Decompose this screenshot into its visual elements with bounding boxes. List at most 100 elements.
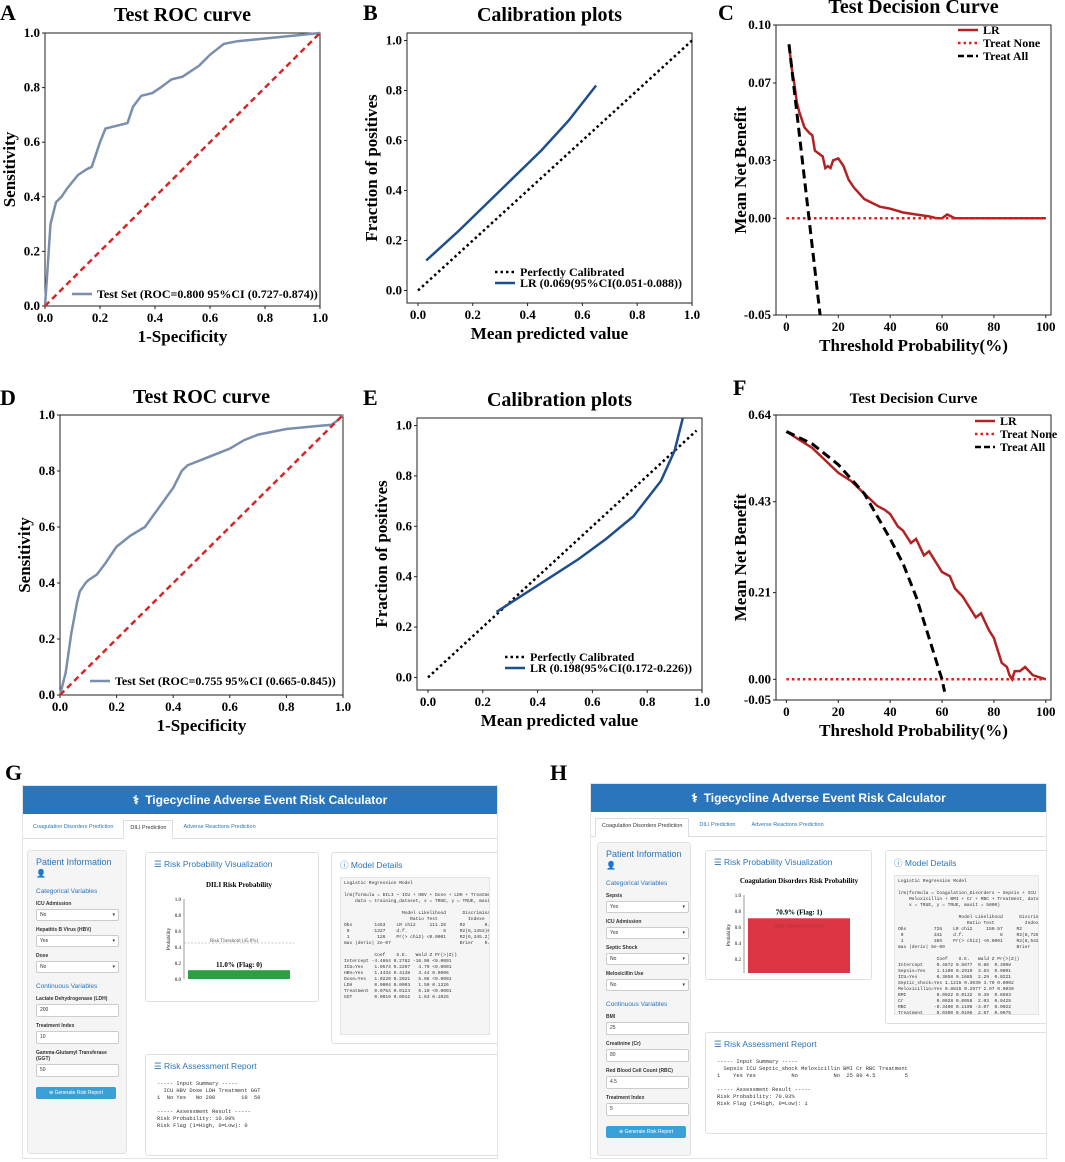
mini-y-tick: 0.0 — [175, 978, 182, 983]
select-field[interactable]: No ▾ — [606, 979, 689, 991]
viz-title-text: Risk Probability Visualization — [163, 859, 273, 869]
probability-label: 11.0% (Flag: 0) — [216, 961, 263, 969]
tab-dili[interactable]: DILI Prediction — [699, 822, 736, 828]
select-field[interactable]: No ▾ — [36, 909, 119, 921]
decision-curve-chart-c: Test Decision Curve Threshold Probability… — [731, 0, 1056, 355]
legend-entry: Treat None — [1000, 427, 1058, 441]
select-field[interactable]: No ▾ — [606, 953, 689, 965]
x-tick-label: 40 — [884, 704, 897, 719]
y-tick-label: 0.07 — [748, 75, 771, 90]
threshold-label: Risk Threshold (45.0%) — [210, 939, 258, 944]
x-axis-label: Mean predicted value — [481, 711, 639, 730]
field-label: BMI — [606, 1014, 616, 1020]
report-card: ☰ Risk Assessment Report ----- Input Sum… — [145, 1054, 497, 1156]
chevron-down-icon: ▾ — [682, 956, 685, 962]
series-line-1 — [44, 32, 321, 307]
legend-entry: Treat All — [983, 49, 1029, 63]
select-field[interactable]: No ▾ — [36, 961, 119, 973]
x-tick-label: 0.0 — [410, 307, 426, 322]
x-tick-label: 0.8 — [639, 694, 656, 709]
stethoscope-icon: ⚕ — [691, 791, 698, 805]
tab-adverse[interactable]: Adverse Reactions Prediction — [183, 824, 256, 830]
continuous-title: Continuous Variables — [36, 983, 98, 990]
tab-coagulation[interactable]: Coagulation Disorders Prediction — [595, 818, 690, 837]
chart-title: Test ROC curve — [133, 386, 270, 408]
y-tick-label: 0.6 — [386, 133, 403, 148]
field-label: Sepsis — [606, 893, 623, 899]
app-screenshot-g: ⚕ Tigecycline Adverse Event Risk Calcula… — [22, 785, 498, 1159]
x-tick-label: 0.8 — [278, 699, 295, 714]
tab-adverse[interactable]: Adverse Reactions Prediction — [751, 822, 824, 828]
chart-title: Test Decision Curve — [850, 391, 978, 407]
y-tick-label: 0.64 — [748, 407, 771, 422]
x-tick-label: 0 — [783, 704, 790, 719]
legend-entry: LR — [1000, 414, 1017, 428]
tab-bar: Coagulation Disorders Prediction DILI Pr… — [23, 820, 497, 839]
x-tick-label: 0.2 — [465, 307, 481, 322]
app-title: Tigecycline Adverse Event Risk Calculato… — [145, 793, 388, 807]
user-icon: 👤 — [606, 861, 616, 870]
mini-y-tick: 0.8 — [735, 910, 742, 915]
y-tick-label: 0.8 — [24, 80, 41, 95]
viz-card: ☰ Risk Probability Visualization DILI Ri… — [145, 852, 319, 1002]
x-tick-label: 0.2 — [108, 699, 124, 714]
viz-title: ☰ Risk Probability Visualization — [714, 857, 833, 867]
mini-y-tick: 0.4 — [735, 942, 742, 947]
select-field[interactable]: Yes ▾ — [606, 927, 689, 939]
generate-report-button[interactable]: ⊕ Generate Risk Report — [36, 1087, 116, 1099]
numeric-input[interactable]: 200 — [36, 1004, 119, 1017]
field-label: Lactate Dehydrogenase (LDH) — [36, 996, 108, 1002]
numeric-input[interactable]: 25 — [606, 1022, 689, 1035]
chevron-down-icon: ▾ — [682, 930, 685, 936]
y-tick-label: 0.0 — [39, 687, 55, 702]
sidebar-title: Patient Information — [606, 849, 682, 859]
field-label: Treatment Index — [36, 1023, 75, 1029]
numeric-input[interactable]: 5 — [606, 1103, 689, 1116]
y-axis-label: Sensitivity — [0, 131, 19, 207]
field-label: Septic Shock — [606, 945, 638, 951]
chart-title: Test ROC curve — [114, 4, 251, 26]
y-tick-label: 0.0 — [24, 298, 40, 313]
field-label: ICU Admission — [606, 919, 642, 925]
numeric-input[interactable]: 50 — [36, 1064, 119, 1077]
categorical-title: Categorical Variables — [606, 880, 668, 887]
report-title: ☰ Risk Assessment Report — [714, 1039, 817, 1049]
generate-report-button[interactable]: ⊕ Generate Risk Report — [606, 1126, 686, 1138]
select-field[interactable]: Yes ▾ — [606, 901, 689, 913]
roc-chart-a: Test ROC curve 1-Specificity Sensitivity 0.… — [0, 4, 328, 346]
viz-title-text: Risk Probability Visualization — [723, 857, 833, 867]
mini-chart-title: Coagulation Disorders Risk Probability — [740, 877, 859, 885]
series-line-2 — [785, 430, 947, 693]
mini-y-tick: 0.2 — [175, 962, 182, 967]
legend-entry: LR (0.198(95%CI(0.172-0.226)) — [530, 661, 692, 675]
y-tick-label: 0.4 — [39, 575, 56, 590]
x-tick-label: 0.4 — [529, 694, 546, 709]
tab-coagulation[interactable]: Coagulation Disorders Prediction — [33, 824, 114, 830]
generate-report-label: Generate Risk Report — [54, 1090, 103, 1096]
y-tick-label: 0.6 — [396, 518, 413, 533]
x-tick-label: 100 — [1036, 319, 1056, 334]
probability-bar — [748, 918, 850, 973]
model-card: ⓘ Model Details Logistic Regression Mode… — [885, 850, 1046, 1024]
select-field[interactable]: Yes ▾ — [36, 935, 119, 947]
tab-dili[interactable]: DILI Prediction — [123, 820, 174, 839]
panel-label-c: C — [718, 0, 734, 25]
panel-label-e: E — [363, 385, 378, 410]
model-title-text: Model Details — [350, 860, 403, 870]
numeric-input[interactable]: 4.5 — [606, 1076, 689, 1089]
field-label: ICU Admission — [36, 901, 72, 907]
numeric-input[interactable]: 10 — [36, 1031, 119, 1044]
report-title-text: Risk Assessment Report — [723, 1039, 817, 1049]
legend-entry: Test Set (ROC=0.755 95%CI (0.665-0.845)) — [115, 674, 336, 688]
numeric-input[interactable]: 80 — [606, 1049, 689, 1062]
y-tick-label: 0.4 — [386, 183, 403, 198]
series-line-0 — [417, 39, 693, 292]
probability-label: 70.9% (Flag: 1) — [776, 908, 823, 916]
series-line-1 — [59, 414, 344, 696]
x-tick-label: 0.4 — [165, 699, 182, 714]
mini-y-tick: 0.2 — [735, 958, 742, 963]
mini-y-tick: 0.8 — [175, 914, 182, 919]
y-tick-label: 0.00 — [748, 210, 771, 225]
y-tick-label: 0.00 — [748, 671, 771, 686]
x-tick-label: 80 — [987, 319, 1000, 334]
